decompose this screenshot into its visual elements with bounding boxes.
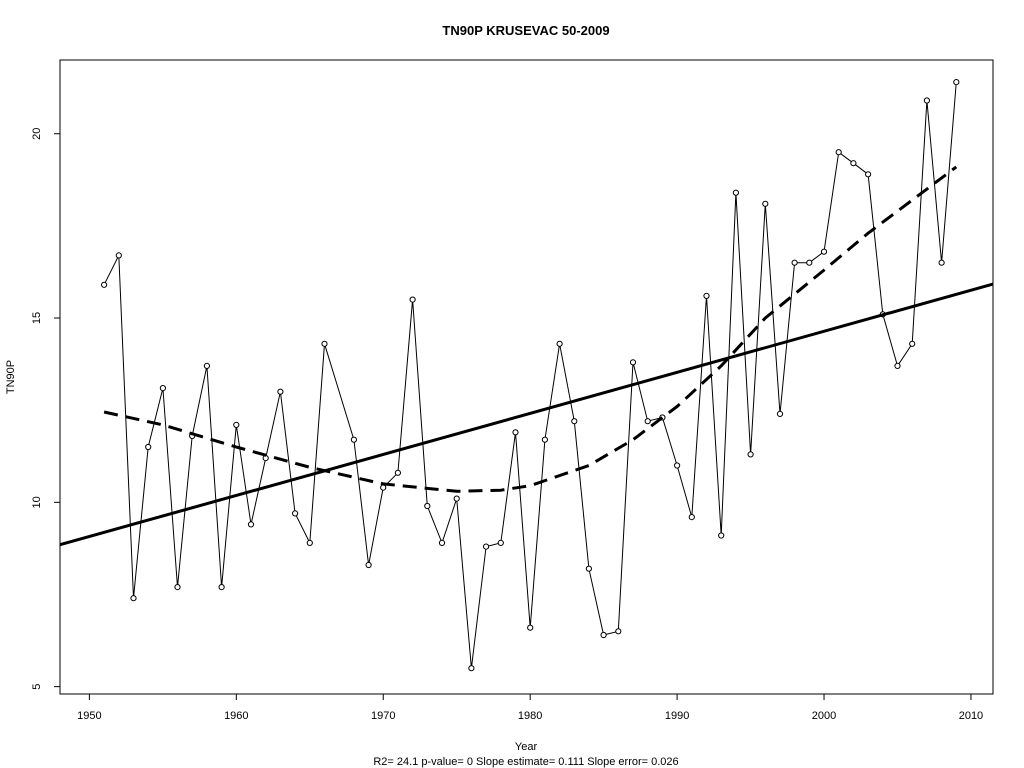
data-point (541, 436, 549, 443)
data-point (365, 561, 372, 569)
data-point (923, 97, 931, 104)
data-point (277, 388, 284, 395)
data-point (644, 418, 651, 425)
data-point (776, 410, 784, 417)
series-layer (60, 79, 993, 672)
data-point (850, 160, 857, 167)
data-point (556, 340, 563, 347)
plot-frame (59, 59, 994, 695)
chart-title: TN90P KRUSEVAC 50-2009 (442, 23, 609, 38)
data-point (512, 429, 519, 436)
data-point (483, 543, 490, 550)
data-point (527, 624, 534, 631)
y-axis: 5 10 15 20 (31, 128, 60, 690)
stats-footer: R2= 24.1 p-value= 0 Slope estimate= 0.11… (373, 756, 678, 768)
data-point (233, 421, 240, 428)
data-point (115, 252, 122, 259)
data-point (292, 510, 299, 517)
x-tick-label: 1990 (665, 710, 689, 722)
data-point (453, 495, 460, 502)
data-point (571, 418, 578, 425)
data-point (350, 436, 357, 443)
data-point (306, 539, 313, 547)
data-point (409, 296, 416, 303)
data-point (820, 248, 828, 255)
data-point (747, 451, 754, 458)
y-tick-label: 5 (31, 684, 43, 690)
data-point (718, 532, 725, 539)
data-point (865, 171, 872, 178)
data-point (394, 469, 401, 476)
data-point (438, 539, 446, 547)
y-tick-label: 15 (31, 312, 43, 324)
data-point (615, 628, 622, 635)
data-point (424, 502, 431, 510)
data-point (130, 595, 137, 602)
data-point (791, 259, 798, 266)
x-tick-label: 1950 (77, 710, 101, 722)
data-point (380, 484, 387, 491)
data-point (894, 362, 901, 369)
x-axis-label: Year (515, 741, 538, 753)
data-point (953, 79, 960, 86)
data-point (629, 359, 637, 366)
data-point (145, 443, 152, 451)
x-tick-label: 2010 (959, 710, 983, 722)
y-tick-label: 20 (31, 128, 43, 140)
data-point (703, 292, 710, 299)
x-tick-label: 1970 (371, 710, 395, 722)
x-tick-label: 1960 (224, 710, 248, 722)
x-tick-label: 1980 (518, 710, 542, 722)
data-point (497, 539, 504, 547)
linear-trend-line (60, 282, 993, 547)
data-point (203, 362, 210, 369)
y-tick-label: 10 (31, 496, 43, 508)
data-point (159, 385, 166, 392)
data-point (806, 259, 813, 266)
y-axis-label: TN90P (5, 360, 17, 394)
data-point (468, 665, 475, 672)
data-point (600, 631, 607, 639)
x-axis: 1950 1960 1970 1980 1990 2000 2010 (77, 694, 983, 722)
data-point (732, 189, 740, 196)
data-point (938, 259, 945, 266)
observed-series-line (103, 82, 957, 669)
data-point (835, 149, 842, 156)
data-point (909, 340, 916, 347)
data-point (174, 584, 181, 591)
data-point (762, 200, 769, 207)
data-point (585, 565, 593, 572)
smoothed-trend-line (103, 165, 958, 493)
data-point (218, 584, 225, 591)
data-point (101, 281, 108, 288)
data-point (674, 462, 681, 469)
data-point (247, 521, 255, 528)
data-point (321, 340, 328, 347)
x-tick-label: 2000 (812, 710, 836, 722)
data-point (688, 514, 695, 521)
